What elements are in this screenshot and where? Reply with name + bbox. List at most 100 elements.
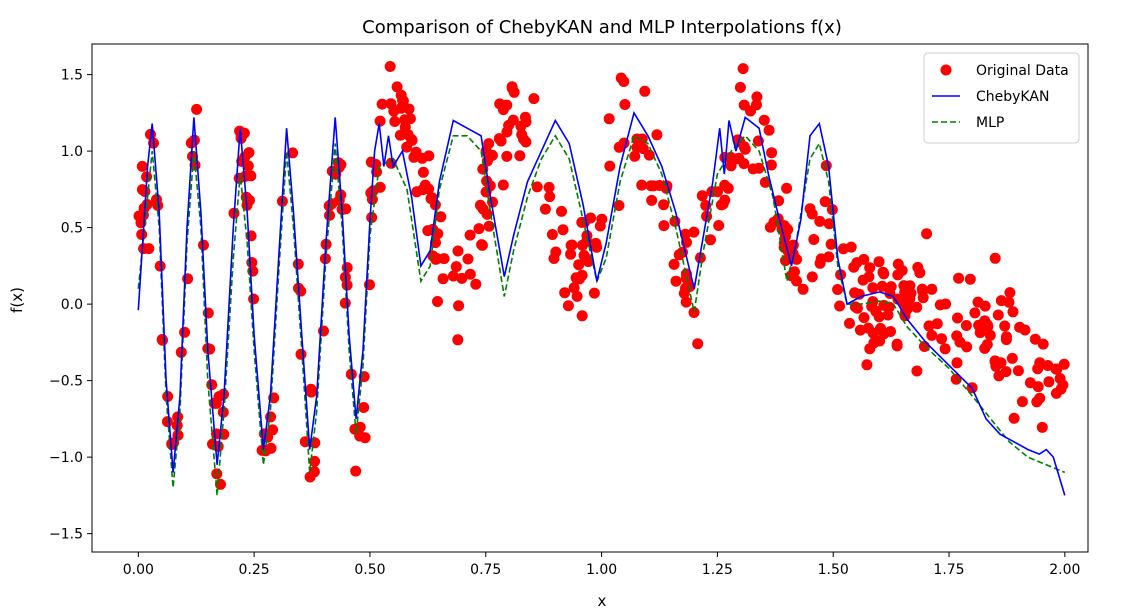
data-point — [248, 293, 260, 305]
data-point — [953, 272, 965, 284]
data-point — [136, 229, 148, 240]
data-point — [452, 334, 464, 346]
data-point — [568, 282, 580, 294]
data-point — [864, 262, 876, 274]
data-point — [366, 212, 378, 223]
data-point — [182, 273, 194, 285]
data-point — [973, 319, 985, 331]
data-point — [191, 103, 203, 115]
data-point — [447, 270, 459, 282]
x-tick-label: 1.25 — [702, 562, 733, 578]
data-point — [559, 287, 571, 299]
data-point — [1050, 387, 1062, 399]
data-point — [848, 261, 860, 273]
data-point — [339, 297, 351, 309]
data-point — [992, 309, 1004, 321]
data-point — [1050, 363, 1062, 375]
data-point — [719, 194, 731, 206]
data-point — [730, 153, 742, 165]
data-point — [179, 326, 191, 338]
data-point — [394, 129, 406, 141]
data-point — [576, 310, 588, 322]
data-point — [406, 134, 418, 146]
chebykan-line — [137, 110, 1066, 496]
data-point — [604, 160, 616, 172]
data-point — [808, 234, 820, 245]
data-point — [531, 181, 543, 193]
data-point — [1036, 421, 1048, 433]
data-point — [734, 81, 746, 93]
data-point — [636, 179, 648, 191]
data-point — [603, 113, 615, 125]
data-point — [745, 105, 756, 117]
data-point — [875, 322, 886, 334]
data-point — [1000, 366, 1012, 378]
legend-label: Original Data — [976, 63, 1069, 79]
data-point — [738, 158, 750, 170]
data-point — [814, 257, 826, 269]
data-point — [688, 307, 700, 318]
data-point — [837, 243, 849, 255]
data-point — [236, 155, 248, 167]
y-tick-label: 0.5 — [61, 221, 83, 237]
data-point — [713, 220, 725, 231]
data-point — [923, 320, 935, 332]
data-point — [1037, 338, 1049, 350]
x-tick-label: 2.00 — [1049, 562, 1080, 578]
data-point — [438, 253, 450, 265]
axes-frame — [91, 43, 1089, 553]
data-point — [562, 300, 574, 312]
data-point — [618, 76, 630, 87]
data-point — [596, 213, 608, 225]
data-point — [462, 253, 474, 265]
data-point — [417, 166, 429, 178]
data-point — [453, 300, 465, 312]
data-point — [198, 239, 209, 251]
data-point — [292, 258, 304, 270]
data-point — [931, 318, 943, 330]
y-tick-label: 0.0 — [61, 297, 83, 313]
data-point — [876, 280, 888, 292]
data-point — [692, 338, 704, 350]
data-point — [960, 320, 972, 331]
data-point — [539, 203, 551, 215]
data-point — [969, 307, 981, 319]
data-point — [487, 196, 498, 208]
data-point — [501, 126, 513, 138]
data-point — [305, 383, 317, 395]
data-point — [435, 211, 447, 223]
data-point — [883, 301, 895, 313]
data-point — [417, 184, 429, 196]
data-point — [858, 253, 870, 265]
data-point — [804, 203, 816, 215]
data-point — [658, 220, 670, 232]
chart-title: Comparison of ChebyKAN and MLP Interpola… — [362, 17, 842, 38]
data-point — [918, 341, 930, 352]
data-point — [964, 273, 976, 285]
data-point — [961, 341, 973, 353]
y-axis-ticks: −1.5 −1.0 −0.5 0.0 0.5 1.0 1.5 — [49, 68, 92, 543]
data-point — [990, 360, 1002, 372]
data-point — [1019, 324, 1031, 336]
data-point — [157, 334, 168, 346]
data-point — [891, 340, 903, 352]
data-point — [1006, 352, 1018, 364]
data-point — [452, 245, 464, 257]
data-point — [507, 114, 519, 126]
data-point — [851, 302, 863, 314]
legend-label: ChebyKAN — [976, 89, 1049, 105]
data-point — [679, 228, 691, 240]
data-point — [544, 191, 556, 203]
data-point — [515, 120, 527, 132]
data-point — [389, 116, 401, 127]
data-point — [857, 274, 869, 286]
x-axis-ticks: 0.00 0.25 0.50 0.75 1.00 1.25 1.50 1.75 2.00 — [123, 552, 1080, 578]
data-point — [864, 343, 876, 355]
data-point — [477, 203, 489, 215]
x-tick-label: 0.25 — [239, 562, 270, 578]
x-tick-label: 0.00 — [123, 562, 154, 578]
data-point — [501, 150, 513, 162]
data-point — [576, 269, 588, 281]
data-point — [514, 150, 526, 162]
